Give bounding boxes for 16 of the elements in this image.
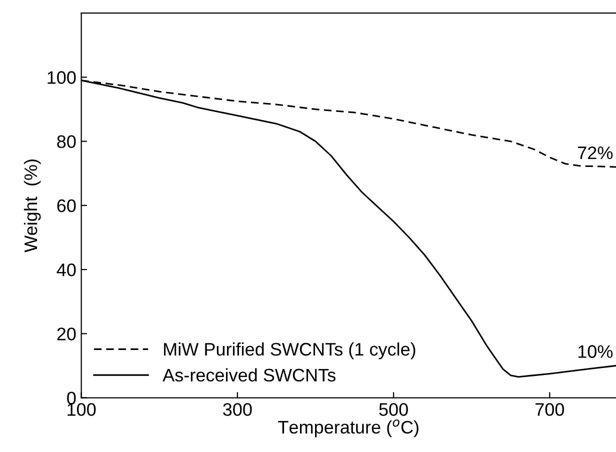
annotation: 72% [578, 146, 613, 160]
y-axis-title: Weight (%) [24, 160, 41, 252]
y-tick-label: 20 [57, 328, 76, 340]
x-tick-label: 500 [379, 403, 408, 416]
x-tick-label: 300 [223, 403, 252, 416]
y-tick-label: 60 [57, 199, 76, 212]
x-tick-label: 700 [536, 403, 564, 416]
x-tick-label: 100 [68, 403, 96, 416]
y-tick-label: 100 [48, 71, 76, 84]
legend-label: As-received SWCNTs [162, 368, 336, 382]
annotation: 10% [578, 345, 613, 358]
y-tick-label: 80 [57, 135, 76, 148]
x-axis-title: Temperature ($^{o}$C) [278, 419, 418, 438]
legend-label: MiW Purified SWCNTs (1 cycle) [164, 342, 416, 360]
y-tick-label: 40 [56, 263, 76, 276]
y-tick-label: 0 [67, 392, 76, 404]
